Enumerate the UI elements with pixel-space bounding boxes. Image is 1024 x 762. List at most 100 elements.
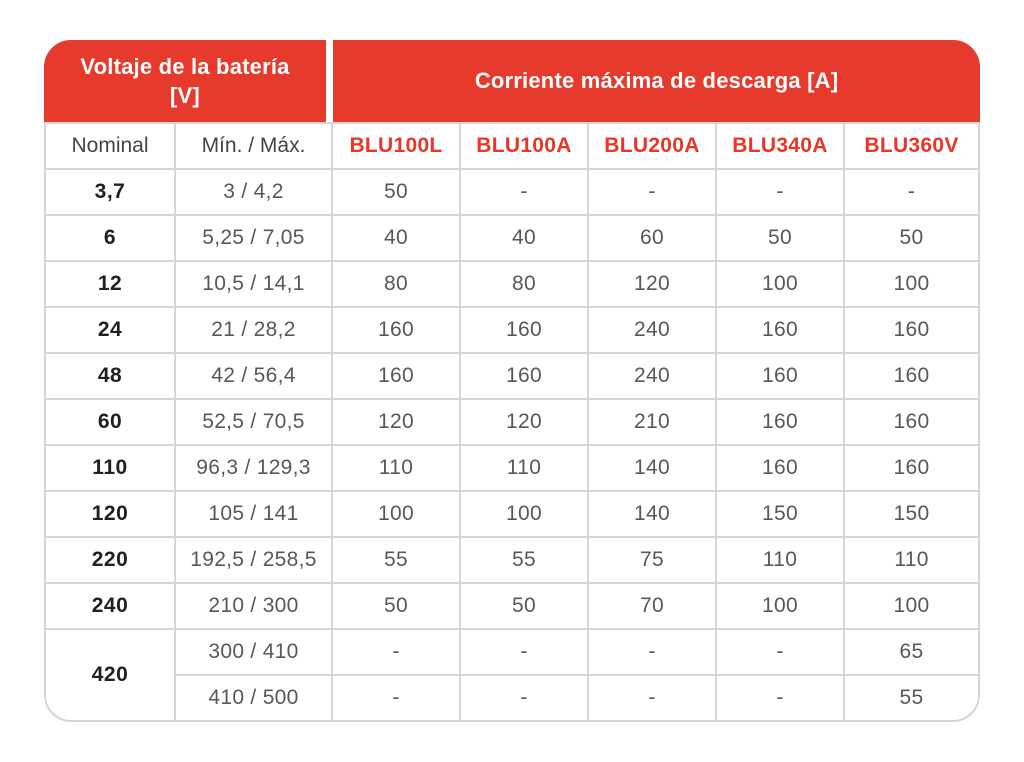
- cell-value: -: [461, 170, 589, 216]
- cell-value: 50: [333, 170, 461, 216]
- table-row: 60 52,5 / 70,5 120 120 210 160 160: [44, 400, 981, 446]
- cell-range: 300 / 410: [176, 630, 333, 676]
- cell-value: 40: [333, 216, 461, 262]
- column-header-blu100l: BLU100L: [333, 122, 461, 170]
- table-row: 48 42 / 56,4 160 160 240 160 160: [44, 354, 981, 400]
- cell-value: 80: [333, 262, 461, 308]
- cell-value: 160: [333, 308, 461, 354]
- cell-value: 100: [333, 492, 461, 538]
- cell-value: 100: [845, 262, 981, 308]
- cell-value: -: [461, 676, 589, 722]
- cell-value: 160: [717, 446, 845, 492]
- cell-value: -: [589, 630, 717, 676]
- cell-value: 50: [845, 216, 981, 262]
- cell-nominal: 3,7: [44, 170, 176, 216]
- cell-value: 110: [333, 446, 461, 492]
- header-battery-voltage: Voltaje de la batería [V]: [44, 40, 333, 122]
- cell-value: -: [845, 170, 981, 216]
- header-max-discharge-current-label: Corriente máxima de descarga [A]: [474, 68, 839, 94]
- cell-value: 120: [589, 262, 717, 308]
- cell-value: -: [333, 676, 461, 722]
- cell-value: 160: [845, 400, 981, 446]
- cell-value: 160: [333, 354, 461, 400]
- table-row: 410 / 500 - - - - 55: [44, 676, 981, 722]
- cell-value: 55: [333, 538, 461, 584]
- cell-range: 5,25 / 7,05: [176, 216, 333, 262]
- header-battery-voltage-label: Voltaje de la batería [V]: [80, 53, 290, 108]
- cell-value: 110: [461, 446, 589, 492]
- cell-nominal: 12: [44, 262, 176, 308]
- table-row: 110 96,3 / 129,3 110 110 140 160 160: [44, 446, 981, 492]
- cell-value: 150: [845, 492, 981, 538]
- table-row: 240 210 / 300 50 50 70 100 100: [44, 584, 981, 630]
- cell-value: 240: [589, 354, 717, 400]
- table-row: 120 105 / 141 100 100 140 150 150: [44, 492, 981, 538]
- cell-value: -: [717, 170, 845, 216]
- cell-value: 160: [717, 308, 845, 354]
- cell-value: 120: [333, 400, 461, 446]
- cell-value: 50: [717, 216, 845, 262]
- cell-value: 55: [845, 676, 981, 722]
- table-row: 420 300 / 410 - - - - 65: [44, 630, 981, 722]
- cell-value: -: [589, 676, 717, 722]
- cell-value: 50: [461, 584, 589, 630]
- cell-nominal: 110: [44, 446, 176, 492]
- cell-value: 100: [461, 492, 589, 538]
- cell-value: 75: [589, 538, 717, 584]
- cell-value: 100: [717, 584, 845, 630]
- cell-nominal: 240: [44, 584, 176, 630]
- cell-value: 40: [461, 216, 589, 262]
- cell-nominal: 220: [44, 538, 176, 584]
- cell-value: 120: [461, 400, 589, 446]
- cell-value: 150: [717, 492, 845, 538]
- cell-value: 160: [717, 400, 845, 446]
- cell-value: 70: [589, 584, 717, 630]
- main-header-row: Voltaje de la batería [V] Corriente máxi…: [44, 40, 981, 122]
- cell-nominal: 6: [44, 216, 176, 262]
- column-header-nominal: Nominal: [44, 122, 176, 170]
- cell-range: 10,5 / 14,1: [176, 262, 333, 308]
- cell-value: 160: [845, 308, 981, 354]
- cell-range: 96,3 / 129,3: [176, 446, 333, 492]
- cell-nominal-merged: 420: [44, 630, 176, 722]
- cell-value: 160: [461, 308, 589, 354]
- cell-nominal: 120: [44, 492, 176, 538]
- cell-value: 50: [333, 584, 461, 630]
- cell-range: 3 / 4,2: [176, 170, 333, 216]
- cell-value: -: [461, 630, 589, 676]
- cell-value: -: [717, 676, 845, 722]
- cell-value: 100: [717, 262, 845, 308]
- cell-value: 160: [717, 354, 845, 400]
- table-row: 12 10,5 / 14,1 80 80 120 100 100: [44, 262, 981, 308]
- column-header-blu340a: BLU340A: [717, 122, 845, 170]
- cell-range: 410 / 500: [176, 676, 333, 722]
- cell-value: 140: [589, 492, 717, 538]
- column-header-blu360v: BLU360V: [845, 122, 981, 170]
- cell-value: 110: [717, 538, 845, 584]
- cell-value: -: [333, 630, 461, 676]
- cell-value: 210: [589, 400, 717, 446]
- cell-value: 60: [589, 216, 717, 262]
- table-row: 6 5,25 / 7,05 40 40 60 50 50: [44, 216, 981, 262]
- cell-value: 160: [845, 354, 981, 400]
- cell-range: 42 / 56,4: [176, 354, 333, 400]
- cell-value: 240: [589, 308, 717, 354]
- column-header-blu200a: BLU200A: [589, 122, 717, 170]
- cell-value: 65: [845, 630, 981, 676]
- header-max-discharge-current: Corriente máxima de descarga [A]: [333, 40, 981, 122]
- cell-range: 105 / 141: [176, 492, 333, 538]
- cell-value: 100: [845, 584, 981, 630]
- table-row: 3,7 3 / 4,2 50 - - - -: [44, 170, 981, 216]
- cell-value: 55: [461, 538, 589, 584]
- cell-range: 210 / 300: [176, 584, 333, 630]
- cell-value: -: [717, 630, 845, 676]
- cell-nominal: 60: [44, 400, 176, 446]
- table-row: 220 192,5 / 258,5 55 55 75 110 110: [44, 538, 981, 584]
- cell-value: -: [589, 170, 717, 216]
- cell-range: 52,5 / 70,5: [176, 400, 333, 446]
- cell-range: 21 / 28,2: [176, 308, 333, 354]
- cell-value: 160: [461, 354, 589, 400]
- table-row: 24 21 / 28,2 160 160 240 160 160: [44, 308, 981, 354]
- column-header-min-max: Mín. / Máx.: [176, 122, 333, 170]
